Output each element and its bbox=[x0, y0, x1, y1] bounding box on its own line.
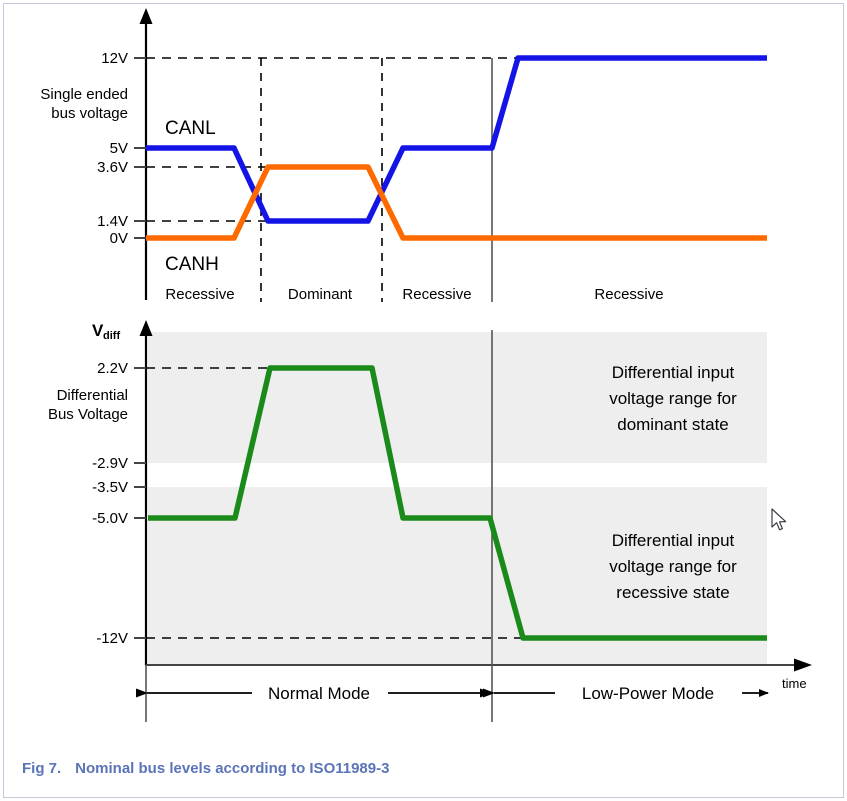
normal-mode-label: Normal Mode bbox=[268, 684, 370, 703]
bottom-tick-label-neg12v: -12V bbox=[96, 630, 128, 647]
mode-timeline: Normal Mode Low-Power Mode time bbox=[136, 676, 807, 703]
figure-caption: Fig 7. Nominal bus levels according to IS… bbox=[22, 760, 389, 777]
top-chart-reference-lines bbox=[146, 57, 518, 222]
band-recessive-text-line3: recessive state bbox=[616, 583, 729, 602]
bottom-tick-label-2-2v: 2.2V bbox=[97, 360, 128, 377]
top-chart-ticks bbox=[134, 57, 146, 239]
vdiff-axis-symbol: V bbox=[92, 321, 104, 340]
top-chart: 12V 5V 3.6V 1.4V 0V Single ended bus vol… bbox=[40, 8, 767, 303]
top-chart-axis-title-line1: Single ended bbox=[40, 86, 128, 103]
canl-label: CANL bbox=[165, 118, 216, 139]
top-tick-label-12v: 12V bbox=[101, 50, 128, 67]
top-state-label-4: Recessive bbox=[594, 286, 663, 303]
figure-caption-text: Nominal bus levels according to ISO11989… bbox=[75, 760, 390, 777]
canh-waveform bbox=[146, 164, 767, 241]
low-power-mode-label: Low-Power Mode bbox=[582, 684, 714, 703]
top-state-label-1: Recessive bbox=[165, 286, 234, 303]
canl-waveform bbox=[146, 55, 767, 224]
bottom-chart-axis-title-line1: Differential bbox=[57, 387, 128, 404]
top-tick-label-5v: 5V bbox=[110, 140, 128, 157]
vdiff-waveform bbox=[148, 365, 767, 641]
top-state-label-2: Dominant bbox=[288, 286, 353, 303]
top-tick-label-1-4v: 1.4V bbox=[97, 213, 128, 230]
bottom-chart-reference-lines bbox=[146, 367, 523, 639]
time-axis-label: time bbox=[782, 676, 807, 691]
bottom-tick-label-neg2-9v: -2.9V bbox=[92, 455, 128, 472]
top-state-label-3: Recessive bbox=[402, 286, 471, 303]
bottom-chart-axis-title-line2: Bus Voltage bbox=[48, 406, 128, 423]
top-chart-y-axis-arrow bbox=[139, 8, 153, 24]
band-dominant-text-line2: voltage range for bbox=[609, 389, 737, 408]
canh-label: CANH bbox=[165, 254, 219, 275]
figure-caption-number: Fig 7. bbox=[22, 760, 62, 777]
bottom-tick-label-neg3-5v: -3.5V bbox=[92, 479, 128, 496]
time-axis-arrow bbox=[794, 658, 812, 672]
bottom-tick-label-neg5-0v: -5.0V bbox=[92, 510, 128, 527]
top-tick-label-3-6v: 3.6V bbox=[97, 159, 128, 176]
band-dominant-text-line1: Differential input bbox=[612, 363, 735, 382]
top-chart-state-dividers bbox=[260, 58, 383, 302]
top-chart-axis-title-line2: bus voltage bbox=[51, 105, 128, 122]
top-tick-label-0v: 0V bbox=[110, 230, 128, 247]
vdiff-axis-symbol-subscript: diff bbox=[103, 330, 120, 342]
band-dominant-text-line3: dominant state bbox=[617, 415, 729, 434]
bottom-chart-y-axis-arrow bbox=[139, 320, 153, 336]
band-recessive-text-line1: Differential input bbox=[612, 531, 735, 550]
band-recessive-text-line2: voltage range for bbox=[609, 557, 737, 576]
bottom-chart-ticks bbox=[134, 367, 146, 639]
bottom-chart: 2.2V -2.9V -3.5V -5.0V -12V V diff Diffe… bbox=[48, 320, 812, 722]
